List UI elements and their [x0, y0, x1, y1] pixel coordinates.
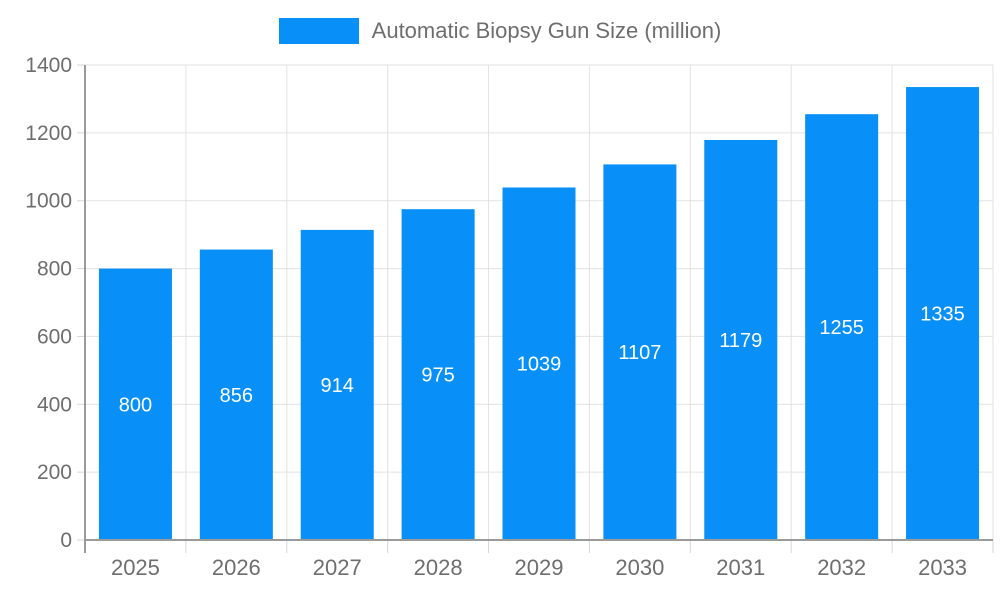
bar [401, 209, 475, 541]
legend-label: Automatic Biopsy Gun Size (million) [371, 18, 722, 43]
bar-value-label: 914 [321, 375, 354, 397]
bar-value-label: 1335 [920, 304, 965, 326]
y-tick-label: 400 [37, 393, 72, 416]
y-tick-label: 1400 [25, 54, 72, 77]
y-tick-label: 0 [60, 529, 72, 552]
x-tick-label: 2027 [313, 555, 362, 580]
bar [98, 268, 172, 540]
bar-value-label: 800 [119, 394, 152, 416]
bar [502, 187, 576, 540]
x-tick-label: 2033 [918, 555, 967, 580]
bar-value-label: 975 [421, 365, 454, 387]
x-tick-label: 2025 [111, 555, 160, 580]
y-tick-label: 1200 [25, 122, 72, 145]
bar [805, 114, 879, 541]
y-tick-label: 200 [37, 461, 72, 484]
bar [199, 249, 273, 541]
x-tick-label: 2029 [515, 555, 564, 580]
y-tick-label: 600 [37, 325, 72, 348]
y-tick-label: 800 [37, 258, 72, 281]
bar [300, 229, 374, 540]
legend-swatch [278, 18, 359, 44]
x-tick-label: 2026 [212, 555, 261, 580]
bar-value-label: 1107 [618, 342, 661, 364]
x-tick-label: 2031 [716, 555, 765, 580]
chart-legend[interactable]: Automatic Biopsy Gun Size (million) [0, 18, 1000, 44]
bar [603, 164, 677, 541]
bar [906, 87, 980, 540]
bar-value-label: 856 [220, 385, 253, 407]
y-tick-label: 1000 [25, 190, 72, 213]
bar-value-label: 1179 [719, 330, 762, 352]
bar [704, 139, 778, 540]
x-tick-label: 2028 [414, 555, 463, 580]
bar-value-label: 1255 [819, 317, 864, 339]
bar-value-label: 1039 [517, 354, 562, 376]
x-tick-label: 2032 [817, 555, 866, 580]
x-tick-label: 2030 [615, 555, 664, 580]
